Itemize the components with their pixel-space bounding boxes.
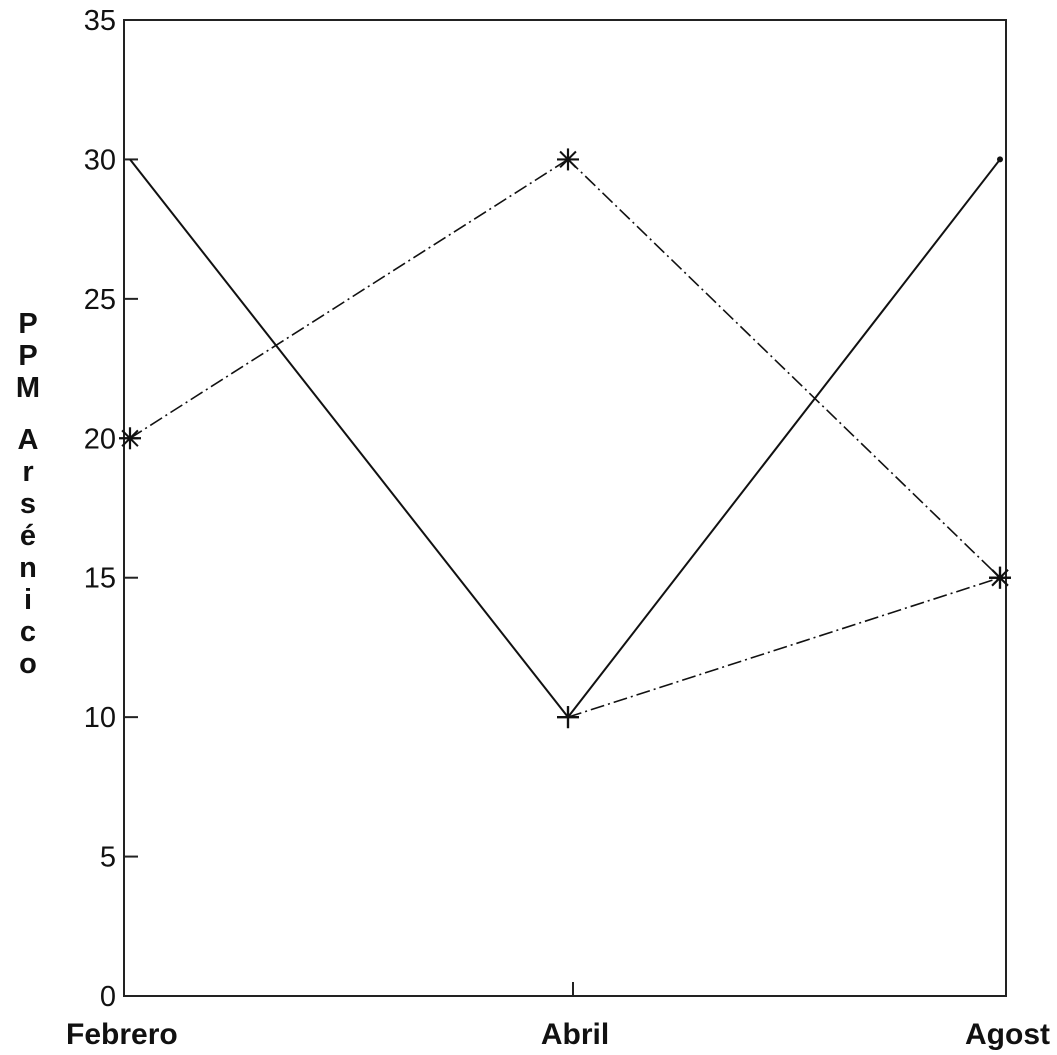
series-line-segment: [130, 159, 568, 717]
y-axis-label-char: n: [19, 552, 37, 584]
y-tick-label: 10: [84, 702, 116, 734]
data-point: [989, 567, 1011, 589]
series-group: [119, 148, 1011, 728]
data-point: [557, 706, 579, 728]
y-tick-label: 30: [84, 144, 116, 176]
data-point: [997, 156, 1003, 162]
x-tick-label: Febrero: [66, 1018, 178, 1051]
x-tick-label: Agost: [965, 1018, 1050, 1051]
y-tick-label: 15: [84, 563, 116, 595]
y-axis-label-char: A: [18, 424, 39, 456]
data-point: [119, 427, 141, 449]
y-axis-label-char: c: [20, 616, 36, 648]
y-tick-label: 0: [100, 981, 116, 1013]
y-tick-label: 20: [84, 423, 116, 455]
series-line-segment: [568, 578, 1000, 717]
y-axis-label-char: P: [18, 340, 37, 372]
y-axis-label-char: r: [22, 456, 33, 488]
y-axis-label-char: o: [19, 648, 37, 680]
y-tick-label: 35: [84, 5, 116, 37]
series-3: [557, 567, 1011, 728]
plot-frame: [124, 20, 1006, 996]
y-axis-label-char: i: [24, 584, 32, 616]
y-axis-label-char: é: [20, 520, 36, 552]
series-line-segment: [130, 159, 568, 438]
series-1: [130, 156, 1003, 728]
series-line-segment: [568, 159, 1000, 577]
x-tick-label: Abril: [541, 1018, 609, 1051]
data-point: [557, 148, 579, 170]
series-line-segment: [568, 159, 1000, 717]
y-tick-label: 25: [84, 284, 116, 316]
x-axis-labels: Febrero Abril Agost: [66, 1018, 1050, 1051]
y-axis-label-char: s: [20, 488, 36, 520]
series-2: [119, 148, 1011, 588]
y-axis-ticks: 0 5 10 15 20 25 30 35: [84, 5, 138, 1013]
marker-dot: [997, 156, 1003, 162]
y-tick-label: 5: [100, 842, 116, 874]
y-axis-label-char: M: [16, 372, 40, 404]
y-axis-label-char: P: [18, 308, 37, 340]
